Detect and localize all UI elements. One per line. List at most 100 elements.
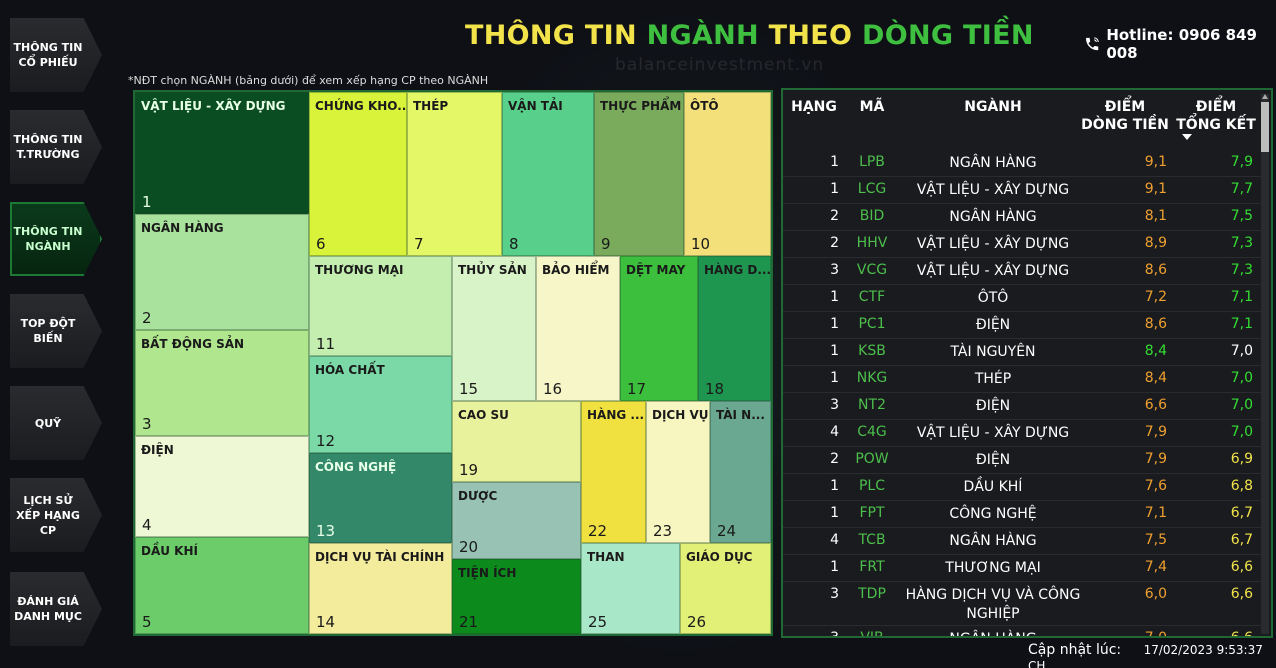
title-part: DÒNG TIỀN (861, 20, 1034, 51)
header-sector[interactable]: NGÀNH (964, 99, 1022, 115)
treemap-tile-number: 19 (459, 461, 479, 479)
header-code[interactable]: MÃ (859, 99, 885, 115)
code-cell: TDP (858, 586, 886, 602)
table-row[interactable]: 1 LPB NGÂN HÀNG 9,1 7,9 (783, 150, 1263, 177)
treemap-tile[interactable]: THÉP 7 (407, 92, 502, 256)
table-row[interactable]: 3 TDP HÀNG DỊCH VỤ VÀ CÔNG NGHIỆP 6,0 6,6 (783, 582, 1263, 626)
table-row[interactable]: 1 CTF ÔTÔ 7,2 7,1 (783, 285, 1263, 312)
treemap-tile[interactable]: CHỨNG KHO... 6 (309, 92, 407, 256)
treemap-tile-label: ĐIỆN (141, 443, 174, 457)
treemap-tile[interactable]: ÔTÔ 10 (684, 92, 771, 256)
treemap-tile-label: VẬT LIỆU - XÂY DỰNG (141, 99, 286, 113)
treemap-tile-number: 13 (316, 522, 336, 540)
treemap-tile-number: 3 (142, 415, 152, 433)
treemap-tile-label: HÀNG D... (704, 263, 771, 277)
scroll-up-icon[interactable] (1262, 94, 1268, 99)
flow-score-cell: 9,1 (1144, 154, 1167, 170)
update-timestamp: 17/02/2023 9:53:37 CH (1028, 643, 1263, 668)
table-row[interactable]: 1 NKG THÉP 8,4 7,0 (783, 366, 1263, 393)
treemap-tile-label: BẢO HIỂM (542, 263, 610, 277)
treemap-tile[interactable]: ĐIỆN 4 (135, 436, 309, 537)
sector-cell: ĐIỆN (975, 452, 1011, 468)
treemap-tile[interactable]: CAO SU 19 (452, 401, 581, 482)
rank-cell: 2 (830, 451, 839, 467)
treemap-tile[interactable]: HÀNG D... 18 (698, 256, 771, 401)
sidebar-item-top-breakout[interactable]: TOP ĐỘT BIẾN (10, 294, 102, 368)
sector-cell: VẬT LIỆU - XÂY DỰNG (916, 182, 1070, 198)
treemap-tile-label: THƯƠNG MẠI (315, 263, 404, 277)
treemap-tile[interactable]: THỰC PHẨM 9 (594, 92, 684, 256)
sidebar-item-funds[interactable]: QUỸ (10, 386, 102, 460)
sector-cell: NGÂN HÀNG (903, 630, 1083, 636)
table-row[interactable]: 3 VCG VẬT LIỆU - XÂY DỰNG 8,6 7,3 (783, 258, 1263, 285)
rank-cell: 3 (830, 586, 839, 602)
table-row[interactable]: 3 NT2 ĐIỆN 6,6 7,0 (783, 393, 1263, 420)
treemap-tile-label: BẤT ĐỘNG SẢN (141, 337, 245, 351)
sidebar-item-stock-info[interactable]: THÔNG TIN CỔ PHIẾU (10, 18, 102, 92)
code-cell: BID (859, 208, 885, 224)
total-score-cell: 7,0 (1230, 343, 1253, 359)
rank-cell: 1 (830, 478, 839, 494)
code-cell: NT2 (858, 397, 886, 413)
sector-cell: VẬT LIỆU - XÂY DỰNG (916, 263, 1070, 279)
total-score-cell: 7,7 (1230, 181, 1253, 197)
treemap-tile-label: TÀI N... (716, 408, 765, 422)
sort-desc-icon[interactable] (1182, 134, 1192, 140)
treemap-tile[interactable]: BẤT ĐỘNG SẢN 3 (135, 330, 309, 436)
treemap-tile[interactable]: GIÁO DỤC 26 (680, 543, 771, 634)
sidebar-item-ranking-history[interactable]: LỊCH SỬ XẾP HẠNG CP (10, 478, 102, 552)
table-row[interactable]: 4 TCB NGÂN HÀNG 7,5 6,7 (783, 528, 1263, 555)
table-row[interactable]: 1 FPT CÔNG NGHỆ 7,1 6,7 (783, 501, 1263, 528)
flow-score-cell: 6,6 (1144, 397, 1167, 413)
flow-score-cell: 6,0 (1144, 586, 1167, 602)
code-cell: FRT (859, 559, 885, 575)
treemap-tile[interactable]: CÔNG NGHỆ 13 (309, 453, 452, 543)
phone-icon (1086, 37, 1099, 51)
treemap-tile[interactable]: DỊCH VỤ TÀI CHÍNH 14 (309, 543, 452, 634)
sidebar-item-sector-info[interactable]: THÔNG TIN NGÀNH (10, 202, 102, 276)
rank-cell: 3 (830, 630, 839, 638)
page-title: THÔNG TIN NGÀNH THEO DÒNG TIỀN (465, 20, 1034, 51)
treemap-tile[interactable]: TÀI N... 24 (710, 401, 771, 543)
table-row[interactable]: 2 POW ĐIỆN 7,9 6,9 (783, 447, 1263, 474)
treemap-tile-number: 17 (627, 380, 647, 398)
treemap-tile[interactable]: VẬT LIỆU - XÂY DỰNG 1 (135, 92, 309, 214)
scroll-thumb[interactable] (1261, 102, 1269, 152)
table-row[interactable]: 2 BID NGÂN HÀNG 8,1 7,5 (783, 204, 1263, 231)
treemap-tile-number: 14 (316, 613, 336, 631)
sidebar-item-portfolio-review[interactable]: ĐÁNH GIÁ DANH MỤC (10, 572, 102, 646)
treemap-tile[interactable]: TIỆN ÍCH 21 (452, 559, 581, 634)
treemap-tile-label: TIỆN ÍCH (458, 566, 517, 580)
table-row[interactable]: 1 LCG VẬT LIỆU - XÂY DỰNG 9,1 7,7 (783, 177, 1263, 204)
total-score-cell: 7,3 (1230, 235, 1253, 251)
table-row[interactable]: 4 C4G VẬT LIỆU - XÂY DỰNG 7,9 7,0 (783, 420, 1263, 447)
table-scrollbar[interactable] (1261, 94, 1269, 634)
treemap-tile[interactable]: DỊCH VỤ 23 (646, 401, 710, 543)
treemap-tile-number: 20 (459, 538, 479, 556)
total-score-cell: 7,0 (1230, 424, 1253, 440)
table-row[interactable]: 1 KSB TÀI NGUYÊN 8,4 7,0 (783, 339, 1263, 366)
sidebar-item-market-info[interactable]: THÔNG TIN T.TRƯỜNG (10, 110, 102, 184)
total-score-cell: 6,7 (1230, 505, 1253, 521)
table-row[interactable]: 1 FRT THƯƠNG MẠI 7,4 6,6 (783, 555, 1263, 582)
table-row[interactable]: 1 PC1 ĐIỆN 8,6 7,1 (783, 312, 1263, 339)
header-flow-score[interactable]: ĐIỂM DÒNG TIỀN (1079, 98, 1171, 134)
treemap-tile[interactable]: VẬN TẢI 8 (502, 92, 594, 256)
treemap-tile[interactable]: HÓA CHẤT 12 (309, 356, 452, 453)
treemap-tile[interactable]: HÀNG ... 22 (581, 401, 646, 543)
table-row[interactable]: 1 PLC DẦU KHÍ 7,6 6,8 (783, 474, 1263, 501)
header-rank[interactable]: HẠNG (791, 99, 837, 115)
header-total-score[interactable]: ĐIỂM TỔNG KẾT (1173, 98, 1259, 134)
treemap-tile[interactable]: DỆT MAY 17 (620, 256, 698, 401)
treemap-tile[interactable]: THƯƠNG MẠI 11 (309, 256, 452, 356)
table-row[interactable]: 3 VIB NGÂN HÀNG 7,0 6,6 (783, 626, 1263, 638)
treemap-tile[interactable]: BẢO HIỂM 16 (536, 256, 620, 401)
treemap-tile[interactable]: NGÂN HÀNG 2 (135, 214, 309, 330)
treemap-tile-number: 12 (316, 432, 336, 450)
treemap-tile[interactable]: DẦU KHÍ 5 (135, 537, 309, 634)
total-score-cell: 6,6 (1230, 630, 1253, 638)
treemap-tile[interactable]: THAN 25 (581, 543, 680, 634)
table-row[interactable]: 2 HHV VẬT LIỆU - XÂY DỰNG 8,9 7,3 (783, 231, 1263, 258)
treemap-tile[interactable]: DƯỢC 20 (452, 482, 581, 559)
treemap-tile[interactable]: THỦY SẢN 15 (452, 256, 536, 401)
